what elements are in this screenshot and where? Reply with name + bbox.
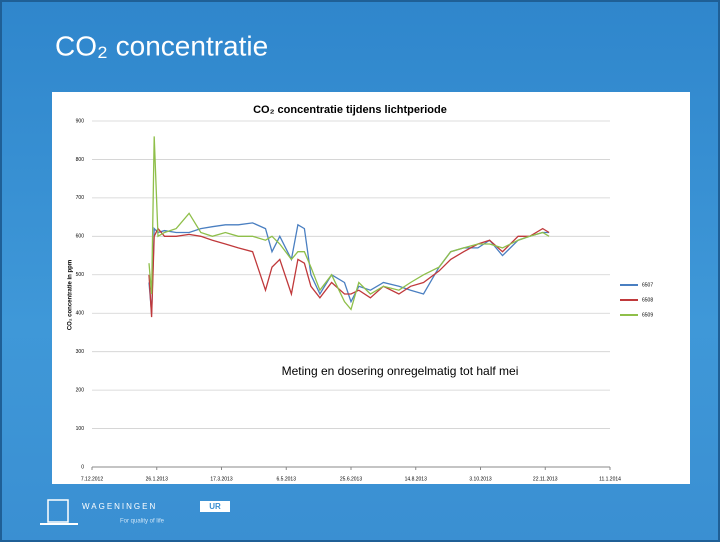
series-line xyxy=(148,136,550,311)
y-tick-label: 700 xyxy=(76,195,85,201)
chart-title: CO₂ concentratie tijdens lichtperiode xyxy=(253,104,447,116)
y-tick-label: 900 xyxy=(76,118,85,124)
logo: WAGENINGEN UR For quality of life xyxy=(40,499,230,525)
y-axis-label: CO₂ concentratie in ppm xyxy=(68,260,74,330)
x-tick-label: 6.5.2013 xyxy=(277,476,297,482)
y-tick-label: 800 xyxy=(76,157,85,163)
tagline: For quality of life xyxy=(120,519,165,525)
legend-label: 6508 xyxy=(642,297,653,303)
x-tick-label: 26.1.2013 xyxy=(146,476,168,482)
x-tick-label: 14.8.2013 xyxy=(405,476,427,482)
brand: WAGENINGEN xyxy=(82,502,157,511)
legend-label: 6507 xyxy=(642,282,653,288)
chart-area xyxy=(52,92,690,484)
x-tick-label: 7.12.2012 xyxy=(81,476,103,482)
x-tick-label: 11.1.2014 xyxy=(599,476,621,482)
x-tick-label: 3.10.2013 xyxy=(469,476,491,482)
legend-label: 6509 xyxy=(642,312,653,318)
x-tick-label: 25.6.2013 xyxy=(340,476,362,482)
y-tick-label: 300 xyxy=(76,349,85,355)
annotation: Meting en dosering onregelmatig tot half… xyxy=(282,364,519,378)
y-tick-label: 0 xyxy=(81,464,84,470)
y-tick-label: 600 xyxy=(76,234,85,240)
y-tick-label: 100 xyxy=(76,426,85,432)
slide-title: CO₂ concentratie xyxy=(55,30,268,61)
logo-icon xyxy=(47,499,69,523)
brand-box xyxy=(200,501,230,512)
series-line xyxy=(148,227,550,318)
series-line xyxy=(148,222,550,314)
x-tick-label: 22.11.2013 xyxy=(533,476,558,482)
brand-box-text: UR xyxy=(209,502,221,511)
y-tick-label: 200 xyxy=(76,387,85,393)
y-tick-label: 500 xyxy=(76,272,85,278)
x-tick-label: 17.3.2013 xyxy=(210,476,232,482)
y-tick-label: 400 xyxy=(76,311,85,317)
